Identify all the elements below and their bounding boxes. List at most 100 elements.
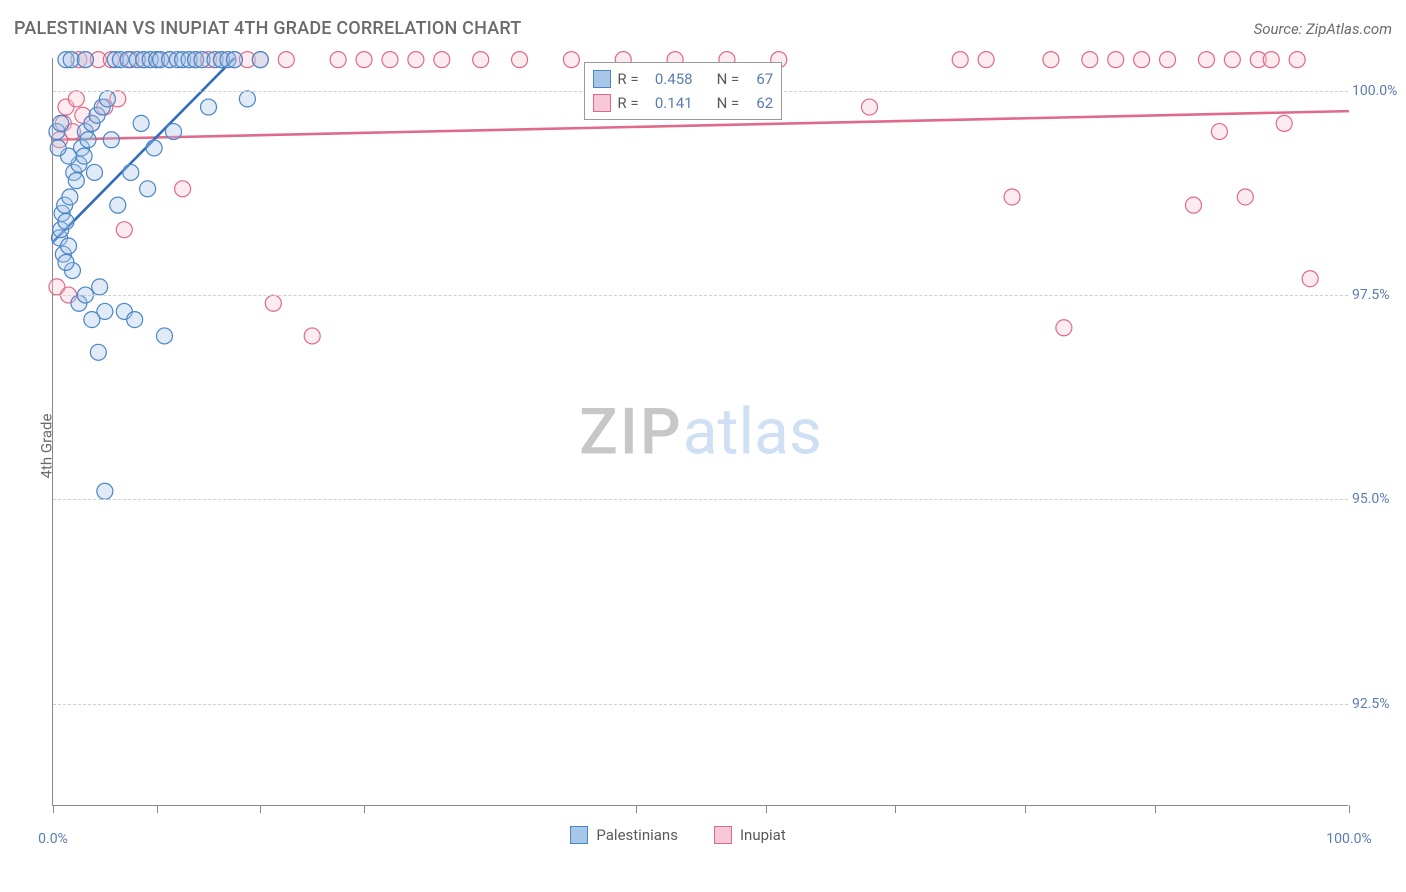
chart-source: Source: ZipAtlas.com [1254,20,1392,38]
x-tick [1155,805,1156,813]
correlation-legend-row: R = 0.141 N = 62 [593,91,773,115]
y-tick-label: 92.5% [1352,696,1406,712]
scatter-point [166,124,182,140]
grid-line-h [53,704,1348,705]
scatter-point [68,173,84,189]
scatter-point [175,181,191,197]
scatter-point [84,312,100,328]
scatter-point [304,328,320,344]
scatter-point [408,52,424,68]
scatter-point [978,52,994,68]
x-tick [53,805,54,813]
scatter-point [1108,52,1124,68]
scatter-point [1289,52,1305,68]
scatter-point [356,52,372,68]
title-bar: PALESTINIAN VS INUPIAT 4TH GRADE CORRELA… [14,18,1392,39]
scatter-point [1004,189,1020,205]
scatter-point [434,52,450,68]
scatter-point [1211,124,1227,140]
legend-r-label: R = [617,70,638,88]
scatter-point [99,91,115,107]
scatter-point [53,115,69,131]
x-tick-label: 100.0% [1326,831,1371,847]
legend-n-label: N = [717,94,740,112]
x-tick [157,805,158,813]
scatter-point [1185,197,1201,213]
scatter-point [146,140,162,156]
correlation-legend: R = 0.458 N = 67 R = 0.141 N = 62 [584,62,782,120]
legend-swatch [570,826,588,844]
legend-r-value: 0.458 [645,70,693,88]
scatter-svg [53,58,1349,806]
x-tick [364,805,365,813]
scatter-point [76,148,92,164]
scatter-point [1302,271,1318,287]
scatter-point [58,213,74,229]
scatter-point [563,52,579,68]
scatter-point [63,52,79,68]
y-tick-label: 95.0% [1352,491,1406,507]
scatter-point [86,164,102,180]
y-tick-label: 100.0% [1352,83,1406,99]
scatter-point [116,222,132,238]
correlation-legend-row: R = 0.458 N = 67 [593,67,773,91]
scatter-point [92,279,108,295]
scatter-point [1224,52,1240,68]
scatter-point [252,52,268,68]
scatter-point [110,197,126,213]
scatter-point [330,52,346,68]
scatter-point [1198,52,1214,68]
legend-n-value: 62 [745,94,773,112]
scatter-point [61,238,77,254]
scatter-point [239,91,255,107]
x-tick [1025,805,1026,813]
scatter-point [123,164,139,180]
scatter-point [58,254,74,270]
scatter-point [952,52,968,68]
scatter-point [226,52,242,68]
scatter-point [50,140,66,156]
scatter-point [861,99,877,115]
scatter-point [512,52,528,68]
legend-swatch [714,826,732,844]
scatter-point [265,295,281,311]
legend-n-value: 67 [745,70,773,88]
scatter-point [80,132,96,148]
legend-r-label: R = [617,94,638,112]
scatter-point [127,312,143,328]
legend-swatch [593,70,611,88]
scatter-point [140,181,156,197]
grid-line-h [53,295,1348,296]
x-tick [895,805,896,813]
x-tick-label: 0.0% [38,831,68,847]
scatter-point [156,328,172,344]
scatter-point [1134,52,1150,68]
scatter-point [1043,52,1059,68]
scatter-point [1276,115,1292,131]
grid-line-h [53,499,1348,500]
legend-series-label: Palestinians [596,826,678,844]
x-tick [766,805,767,813]
scatter-point [1160,52,1176,68]
scatter-point [201,99,217,115]
scatter-point [1237,189,1253,205]
x-tick [260,805,261,813]
scatter-point [77,52,93,68]
legend-r-value: 0.141 [645,94,693,112]
legend-swatch [593,94,611,112]
scatter-point [62,189,78,205]
series-legend: Palestinians Inupiat [570,826,813,844]
legend-n-label: N = [717,70,740,88]
x-tick [636,805,637,813]
scatter-point [1056,320,1072,336]
legend-series-label: Inupiat [740,826,786,844]
scatter-point [103,132,119,148]
scatter-point [382,52,398,68]
scatter-point [473,52,489,68]
y-tick-label: 97.5% [1352,287,1406,303]
x-tick [1349,805,1350,813]
scatter-point [133,115,149,131]
scatter-point [1082,52,1098,68]
scatter-point [68,91,84,107]
chart-title: PALESTINIAN VS INUPIAT 4TH GRADE CORRELA… [14,18,521,39]
